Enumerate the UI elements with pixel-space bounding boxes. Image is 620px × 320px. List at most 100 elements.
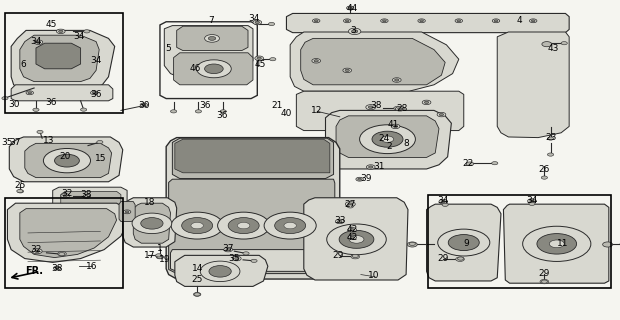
Text: 19: 19: [159, 255, 170, 264]
Circle shape: [439, 199, 448, 204]
Polygon shape: [503, 204, 609, 283]
Text: 33: 33: [334, 216, 345, 225]
Circle shape: [458, 257, 464, 260]
Text: 35: 35: [2, 138, 13, 147]
Circle shape: [338, 220, 342, 223]
Polygon shape: [20, 209, 117, 258]
Circle shape: [208, 36, 216, 40]
Text: 36: 36: [216, 111, 228, 120]
Circle shape: [140, 103, 148, 107]
Circle shape: [205, 35, 219, 42]
Circle shape: [492, 19, 500, 23]
Circle shape: [83, 195, 91, 198]
Circle shape: [398, 108, 402, 110]
Circle shape: [123, 210, 131, 214]
Polygon shape: [11, 30, 115, 91]
Circle shape: [226, 249, 231, 251]
Circle shape: [125, 211, 129, 213]
Circle shape: [314, 20, 318, 22]
Text: 29: 29: [438, 254, 449, 263]
Text: 14: 14: [192, 264, 203, 273]
Circle shape: [55, 154, 79, 167]
Polygon shape: [166, 138, 340, 279]
Circle shape: [456, 257, 464, 261]
Text: 13: 13: [43, 136, 54, 145]
Circle shape: [34, 40, 43, 44]
Polygon shape: [7, 203, 130, 262]
Circle shape: [197, 60, 231, 78]
Text: 17: 17: [144, 252, 156, 260]
Circle shape: [237, 222, 250, 229]
Circle shape: [437, 112, 446, 117]
Circle shape: [347, 6, 353, 10]
Text: 42: 42: [347, 225, 358, 234]
Circle shape: [193, 292, 201, 296]
Polygon shape: [169, 179, 335, 274]
Text: 1: 1: [157, 244, 163, 252]
Circle shape: [209, 266, 231, 277]
Text: 5: 5: [166, 44, 172, 52]
Text: 16: 16: [86, 262, 97, 271]
Circle shape: [142, 104, 146, 106]
Circle shape: [255, 56, 264, 60]
Circle shape: [603, 242, 613, 247]
Circle shape: [343, 68, 352, 73]
Circle shape: [438, 229, 490, 256]
Circle shape: [347, 6, 354, 10]
Circle shape: [396, 107, 404, 111]
Polygon shape: [9, 137, 123, 182]
Circle shape: [439, 114, 444, 116]
Text: 37: 37: [10, 138, 21, 147]
Polygon shape: [304, 198, 408, 280]
Text: 26: 26: [539, 165, 550, 174]
Circle shape: [141, 218, 163, 229]
Polygon shape: [286, 13, 569, 33]
Polygon shape: [11, 85, 113, 101]
Bar: [5, 13, 123, 113]
Circle shape: [366, 165, 375, 169]
Circle shape: [492, 162, 498, 165]
Circle shape: [347, 205, 353, 208]
Text: 43: 43: [547, 44, 559, 52]
Polygon shape: [20, 35, 99, 82]
Text: 27: 27: [345, 200, 356, 209]
Polygon shape: [170, 250, 335, 271]
Text: 32: 32: [30, 245, 42, 254]
Circle shape: [2, 97, 8, 100]
Circle shape: [234, 257, 239, 260]
Circle shape: [366, 105, 376, 110]
Text: 34: 34: [74, 32, 85, 41]
Text: 45: 45: [45, 20, 56, 28]
Circle shape: [264, 212, 316, 239]
Text: 38: 38: [51, 264, 63, 273]
Bar: [5, 198, 123, 288]
Circle shape: [424, 101, 429, 104]
Text: 40: 40: [281, 109, 292, 118]
Circle shape: [466, 162, 474, 166]
Circle shape: [528, 199, 536, 203]
Text: 38: 38: [370, 101, 381, 110]
Circle shape: [35, 250, 40, 252]
Polygon shape: [123, 198, 177, 247]
Text: FR.: FR.: [25, 266, 43, 276]
Text: 28: 28: [396, 104, 407, 113]
Circle shape: [457, 20, 461, 22]
Circle shape: [171, 212, 223, 239]
Circle shape: [448, 235, 479, 251]
Text: 34: 34: [249, 14, 260, 23]
Circle shape: [348, 235, 356, 240]
Circle shape: [228, 218, 259, 234]
Circle shape: [561, 42, 567, 45]
Circle shape: [257, 57, 262, 60]
Circle shape: [494, 20, 498, 22]
Text: 30: 30: [138, 101, 149, 110]
Text: 21: 21: [272, 101, 283, 110]
Circle shape: [372, 131, 403, 147]
Circle shape: [523, 226, 591, 261]
Circle shape: [53, 266, 61, 270]
Circle shape: [97, 140, 103, 144]
Polygon shape: [175, 139, 330, 173]
Text: 31: 31: [374, 162, 385, 171]
Text: 37: 37: [223, 244, 234, 253]
Text: 36: 36: [199, 101, 210, 110]
